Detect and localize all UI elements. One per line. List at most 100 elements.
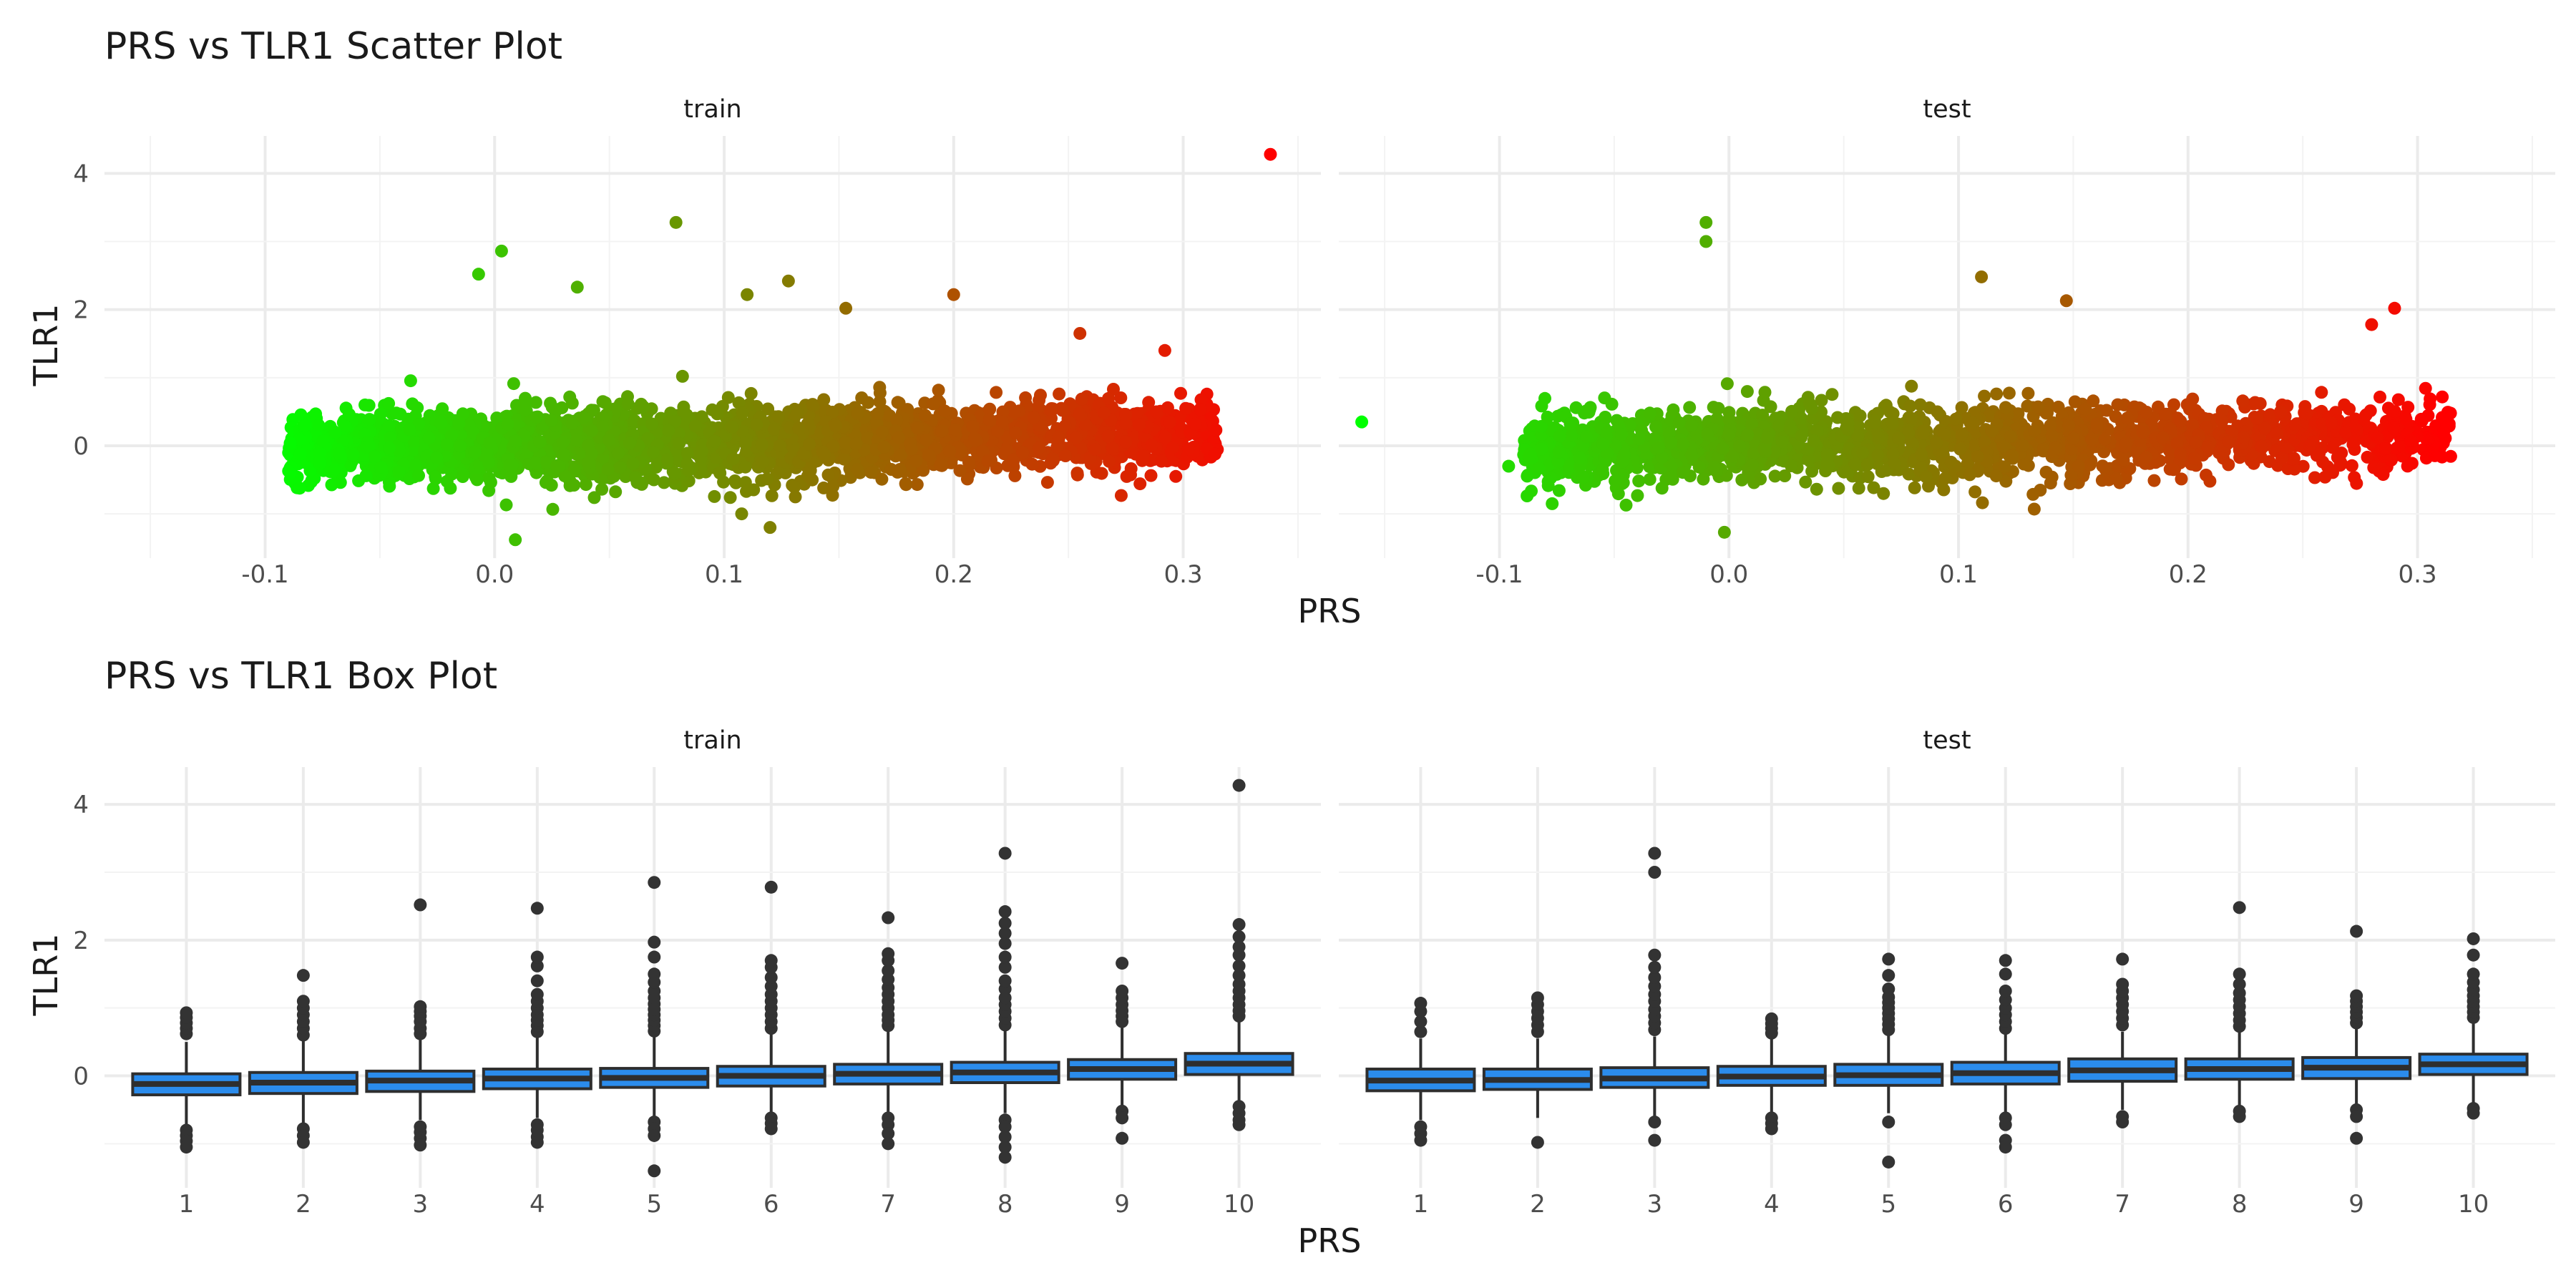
scatter-point <box>1803 397 1816 411</box>
scatter-point <box>2109 472 2123 485</box>
scatter-point <box>2062 419 2076 432</box>
scatter-point <box>2405 457 2419 470</box>
box-outlier <box>648 1128 661 1142</box>
scatter-point <box>2174 414 2187 428</box>
scatter-point <box>2087 394 2100 408</box>
scatter-point <box>518 403 532 416</box>
scatter-point <box>873 395 887 409</box>
scatter-point <box>1532 462 1546 475</box>
scatter-point <box>826 406 839 419</box>
scatter-point <box>392 465 406 479</box>
scatter-strip-label: train <box>683 95 741 124</box>
scatter-point <box>1158 431 1172 444</box>
box-outlier <box>648 984 661 997</box>
scatter-point <box>1825 388 1839 401</box>
box-outlier <box>1648 948 1662 962</box>
scatter-point <box>382 396 396 410</box>
scatter-point <box>1886 407 1900 421</box>
box-x-axis-label: PRS <box>1298 1221 1362 1260</box>
box-x-tick-label: 3 <box>1647 1190 1663 1219</box>
box-train-8 <box>950 847 1060 1164</box>
box-x-tick-label: 4 <box>530 1190 545 1219</box>
scatter-point <box>1009 426 1023 439</box>
scatter-point <box>1596 437 1610 451</box>
scatter-point <box>864 466 878 479</box>
scatter-point <box>1158 343 1171 357</box>
scatter-x-tick-label: 0.3 <box>1164 560 1203 589</box>
scatter-point <box>1523 447 1537 461</box>
scatter-point <box>1073 326 1087 340</box>
scatter-points-test <box>1355 215 2457 539</box>
scatter-x-tick-label: 0.0 <box>475 560 514 589</box>
scatter-point <box>1569 401 1583 414</box>
scatter-point <box>1535 442 1548 456</box>
scatter-x-tick-label: 0.0 <box>1709 560 1748 589</box>
scatter-point <box>2203 474 2217 488</box>
scatter-point <box>1915 448 1928 462</box>
scatter-point <box>2016 439 2029 452</box>
box-outlier <box>1882 952 1896 966</box>
box-outlier <box>2233 967 2246 981</box>
scatter-point <box>1576 470 1590 484</box>
box-outlier <box>180 1006 193 1020</box>
box-outlier <box>998 937 1012 950</box>
scatter-point <box>623 436 636 450</box>
box-outlier <box>180 1141 193 1154</box>
scatter-point <box>1697 472 1710 486</box>
scatter-point <box>1872 431 1885 444</box>
box-outlier <box>1882 982 1896 996</box>
scatter-point <box>932 384 945 397</box>
scatter-point <box>494 244 508 258</box>
scatter-point <box>2002 386 2016 400</box>
scatter-point <box>2373 390 2386 404</box>
scatter-point <box>363 413 376 426</box>
scatter-point <box>1541 410 1554 424</box>
scatter-point <box>1145 438 1158 452</box>
scatter-point <box>2186 418 2200 431</box>
scatter-point <box>1161 401 1174 414</box>
scatter-point <box>1070 431 1083 444</box>
scatter-point <box>1799 475 1813 489</box>
box-outlier <box>1116 957 1129 970</box>
scatter-point <box>1820 457 1833 471</box>
scatter-point <box>550 459 564 472</box>
scatter-point <box>1124 462 1138 475</box>
scatter-point <box>2378 442 2391 455</box>
scatter-point <box>412 469 425 482</box>
scatter-point <box>1046 454 1060 467</box>
scatter-point <box>358 398 371 411</box>
scatter-point <box>1683 401 1697 414</box>
scatter-point <box>2275 452 2288 465</box>
scatter-point <box>849 437 863 451</box>
scatter-point <box>1919 470 1933 484</box>
scatter-point <box>636 400 650 414</box>
scatter-point <box>1016 446 1030 459</box>
box-outlier <box>1999 967 2012 981</box>
scatter-point <box>792 421 806 435</box>
scatter-point <box>2270 426 2284 440</box>
scatter-point <box>873 381 887 394</box>
scatter-point <box>1114 489 1128 502</box>
scatter-point <box>1008 469 1022 482</box>
scatter-point <box>1521 469 1534 483</box>
scatter-x-tick-label: 0.2 <box>935 560 973 589</box>
scatter-point <box>2200 421 2213 434</box>
scatter-point <box>1840 419 1854 433</box>
scatter-point <box>1181 442 1195 456</box>
box-outlier <box>1531 1136 1544 1149</box>
box-outlier <box>296 1136 310 1149</box>
scatter-point <box>2202 440 2215 454</box>
scatter-point <box>407 434 421 448</box>
scatter-point <box>1754 472 1767 486</box>
scatter-point <box>2343 402 2356 416</box>
scatter-point <box>750 418 763 431</box>
scatter-point <box>723 491 737 504</box>
scatter-point <box>982 413 996 426</box>
scatter-point <box>2316 417 2328 431</box>
scatter-point <box>1772 419 1786 433</box>
box-test-3 <box>1599 847 1710 1147</box>
scatter-point <box>826 439 840 453</box>
scatter-point <box>1150 405 1163 419</box>
